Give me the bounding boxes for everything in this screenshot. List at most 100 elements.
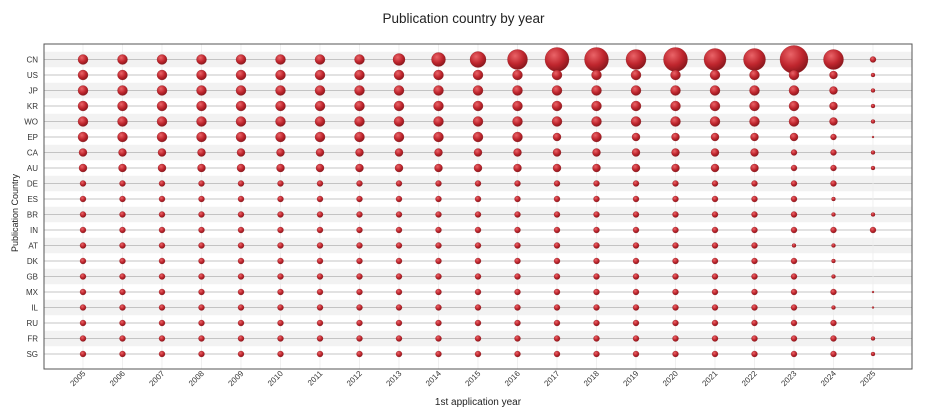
bubble-ep-2007[interactable] — [156, 131, 168, 143]
bubble-jp-2025[interactable] — [870, 88, 876, 93]
bubble-at-2007[interactable] — [158, 242, 166, 249]
bubble-cn-2022[interactable] — [743, 48, 766, 71]
bubble-mx-2022[interactable] — [751, 288, 758, 296]
bubble-br-2022[interactable] — [751, 211, 758, 218]
bubble-ep-2022[interactable] — [750, 132, 759, 142]
bubble-in-2017[interactable] — [553, 226, 561, 234]
bubble-il-2013[interactable] — [395, 304, 403, 311]
bubble-kr-2020[interactable] — [670, 100, 681, 112]
bubble-ca-2011[interactable] — [315, 148, 325, 157]
bubble-mx-2020[interactable] — [672, 288, 679, 296]
bubble-us-2025[interactable] — [870, 72, 876, 78]
bubble-at-2009[interactable] — [237, 242, 245, 249]
bubble-ru-2023[interactable] — [790, 319, 798, 327]
bubble-cn-2017[interactable] — [544, 47, 570, 72]
bubble-au-2010[interactable] — [276, 163, 285, 173]
bubble-mx-2006[interactable] — [119, 288, 126, 296]
bubble-ru-2019[interactable] — [632, 319, 640, 327]
bubble-us-2005[interactable] — [77, 69, 89, 81]
bubble-mx-2023[interactable] — [790, 288, 798, 296]
bubble-wo-2005[interactable] — [77, 116, 89, 127]
bubble-br-2006[interactable] — [119, 211, 126, 218]
bubble-es-2013[interactable] — [395, 195, 403, 203]
bubble-gb-2007[interactable] — [158, 273, 166, 280]
bubble-de-2011[interactable] — [316, 180, 324, 187]
bubble-de-2015[interactable] — [474, 180, 482, 187]
bubble-es-2007[interactable] — [158, 195, 166, 203]
bubble-dk-2017[interactable] — [553, 257, 561, 265]
bubble-de-2020[interactable] — [672, 180, 679, 187]
bubble-ca-2013[interactable] — [394, 148, 404, 157]
bubble-kr-2007[interactable] — [156, 100, 168, 112]
bubble-ep-2021[interactable] — [710, 132, 720, 142]
bubble-at-2021[interactable] — [711, 242, 719, 249]
bubble-de-2013[interactable] — [395, 180, 403, 187]
bubble-sg-2009[interactable] — [237, 350, 245, 358]
bubble-dk-2018[interactable] — [593, 257, 600, 265]
bubble-fr-2013[interactable] — [395, 335, 403, 342]
bubble-dk-2020[interactable] — [672, 257, 679, 265]
bubble-us-2021[interactable] — [709, 69, 721, 81]
bubble-sg-2020[interactable] — [672, 350, 679, 358]
bubble-in-2024[interactable] — [830, 226, 837, 234]
bubble-jp-2006[interactable] — [117, 85, 128, 96]
bubble-mx-2005[interactable] — [79, 288, 87, 296]
bubble-wo-2008[interactable] — [196, 116, 207, 127]
bubble-es-2024[interactable] — [831, 196, 836, 202]
bubble-in-2012[interactable] — [356, 226, 363, 234]
bubble-mx-2025[interactable] — [871, 290, 875, 294]
bubble-ru-2009[interactable] — [237, 319, 245, 327]
bubble-br-2024[interactable] — [831, 212, 836, 217]
bubble-ru-2015[interactable] — [474, 319, 482, 327]
bubble-us-2010[interactable] — [275, 69, 286, 81]
bubble-in-2023[interactable] — [790, 226, 798, 234]
bubble-au-2006[interactable] — [118, 163, 127, 173]
bubble-es-2021[interactable] — [711, 195, 719, 203]
bubble-ru-2024[interactable] — [830, 319, 837, 327]
bubble-ca-2018[interactable] — [592, 148, 601, 157]
bubble-us-2012[interactable] — [354, 69, 365, 81]
bubble-ep-2018[interactable] — [591, 131, 602, 143]
bubble-ru-2011[interactable] — [316, 319, 324, 327]
bubble-gb-2009[interactable] — [237, 273, 245, 280]
bubble-gb-2022[interactable] — [751, 273, 758, 280]
bubble-cn-2016[interactable] — [507, 49, 528, 70]
bubble-us-2023[interactable] — [788, 69, 800, 81]
bubble-ca-2025[interactable] — [870, 150, 876, 155]
bubble-sg-2007[interactable] — [158, 350, 166, 358]
bubble-ep-2005[interactable] — [77, 131, 89, 143]
bubble-jp-2005[interactable] — [77, 85, 89, 96]
bubble-dk-2022[interactable] — [751, 257, 758, 265]
bubble-au-2023[interactable] — [790, 164, 798, 172]
bubble-il-2025[interactable] — [871, 306, 875, 309]
bubble-at-2016[interactable] — [514, 242, 521, 249]
bubble-wo-2019[interactable] — [630, 116, 642, 127]
bubble-jp-2007[interactable] — [156, 85, 168, 96]
bubble-fr-2025[interactable] — [870, 336, 876, 341]
bubble-gb-2008[interactable] — [198, 273, 205, 280]
bubble-ca-2008[interactable] — [197, 148, 206, 157]
bubble-es-2022[interactable] — [751, 195, 758, 203]
bubble-au-2018[interactable] — [592, 163, 601, 173]
bubble-cn-2006[interactable] — [117, 54, 128, 65]
bubble-us-2011[interactable] — [314, 69, 326, 81]
bubble-ru-2022[interactable] — [751, 319, 758, 327]
bubble-es-2018[interactable] — [593, 195, 600, 203]
bubble-gb-2018[interactable] — [593, 273, 600, 280]
bubble-ca-2010[interactable] — [276, 148, 285, 157]
bubble-de-2022[interactable] — [751, 180, 758, 187]
bubble-ep-2016[interactable] — [512, 131, 523, 143]
bubble-ru-2014[interactable] — [435, 319, 442, 327]
bubble-in-2009[interactable] — [237, 226, 245, 234]
bubble-kr-2016[interactable] — [512, 100, 523, 112]
bubble-dk-2024[interactable] — [831, 258, 836, 264]
bubble-ca-2005[interactable] — [78, 148, 88, 157]
bubble-cn-2021[interactable] — [703, 48, 727, 71]
bubble-us-2015[interactable] — [472, 69, 484, 81]
bubble-in-2005[interactable] — [79, 226, 87, 234]
bubble-br-2009[interactable] — [237, 211, 245, 218]
bubble-cn-2023[interactable] — [779, 45, 809, 74]
bubble-il-2009[interactable] — [237, 304, 245, 311]
bubble-at-2014[interactable] — [435, 242, 442, 249]
bubble-us-2016[interactable] — [512, 69, 523, 81]
